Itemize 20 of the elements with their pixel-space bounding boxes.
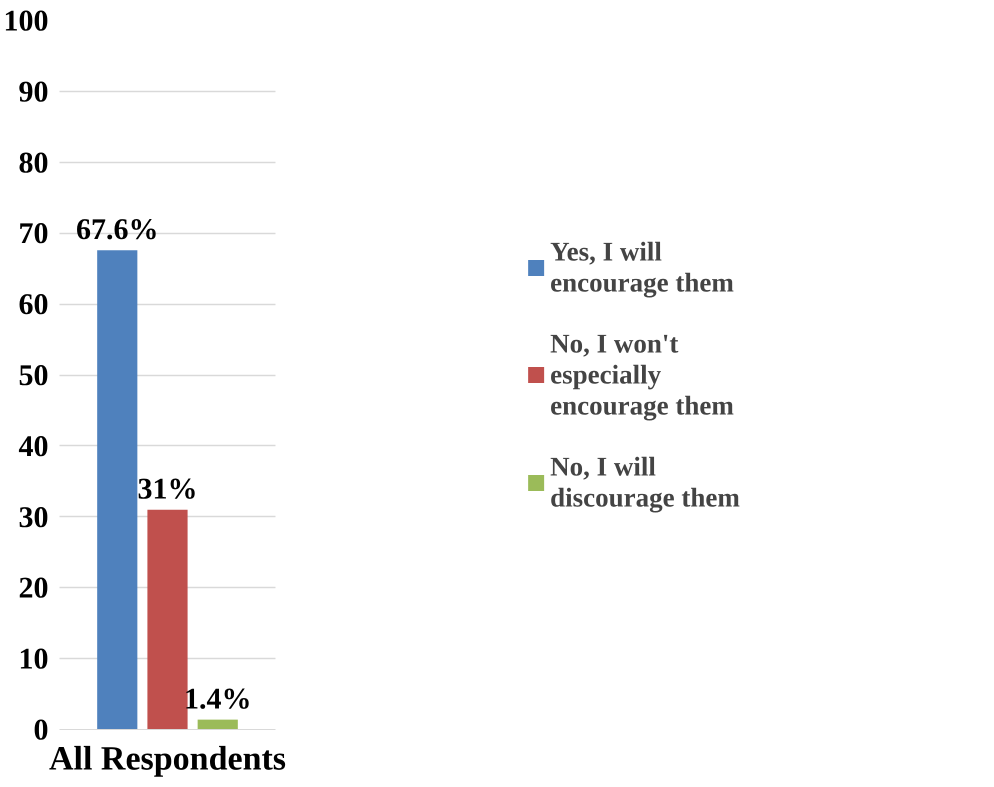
- data-label: 31%: [138, 472, 198, 506]
- y-tick-label: 90: [18, 75, 48, 108]
- y-tick-label: 100: [4, 4, 48, 38]
- data-label: 67.6%: [76, 213, 159, 246]
- y-tick-label: 30: [18, 500, 48, 534]
- y-tick-label: 70: [18, 217, 48, 250]
- y-tick-label: 0: [34, 714, 48, 746]
- y-tick-label: 40: [18, 430, 48, 463]
- bar: [198, 720, 238, 730]
- legend-label: No, I will discourage them: [550, 451, 740, 513]
- y-tick-label: 50: [18, 359, 48, 392]
- bar: [97, 250, 138, 730]
- legend-label: No, I won't especially encourage them: [550, 328, 734, 421]
- y-tick-label: 10: [18, 642, 48, 676]
- y-tick-label: 60: [18, 288, 48, 322]
- y-tick-label: 20: [18, 572, 48, 605]
- y-tick-label: 80: [18, 146, 48, 180]
- bar: [147, 510, 188, 730]
- legend-label: Yes, I will encourage them: [550, 236, 734, 298]
- x-tick-label: All Respondents: [48, 740, 286, 778]
